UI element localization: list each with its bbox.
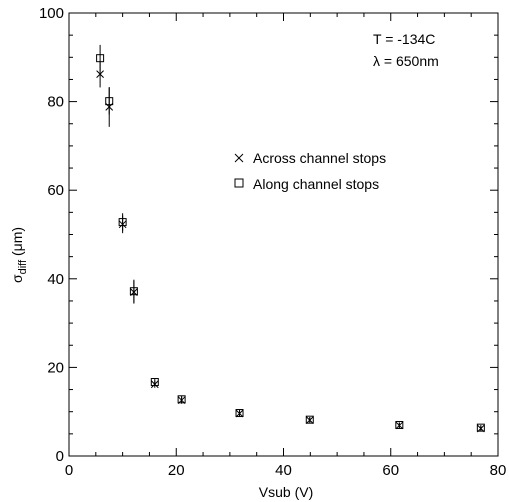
data-point-along <box>150 378 159 387</box>
tick-labels: 0 20 40 60 80 0 20 40 60 80 100 <box>39 5 506 479</box>
axis-ticks <box>68 12 499 457</box>
y-axis-title-unit: (μm) <box>9 227 25 260</box>
data-point-along <box>395 420 404 429</box>
y-axis-title-subscript: diff <box>17 259 29 274</box>
data-point-along <box>305 415 314 424</box>
y-axis-title-main: σ <box>9 274 25 283</box>
legend-marker-cross <box>234 153 244 163</box>
plot-area: 0 20 40 60 80 0 20 40 60 80 100 <box>39 5 506 479</box>
y-tick-label: 60 <box>47 182 64 199</box>
legend-marker-square <box>234 178 244 188</box>
data-marks <box>96 44 485 433</box>
legend-label-along: Along channel stops <box>253 176 379 192</box>
legend-label-across: Across channel stops <box>253 150 386 166</box>
data-point-along <box>235 409 244 418</box>
y-tick-label: 0 <box>56 448 64 465</box>
y-axis-title: σdiff (μm) <box>9 227 29 283</box>
x-tick-label: 60 <box>382 462 399 479</box>
x-tick-label: 0 <box>65 462 73 479</box>
data-point-along <box>476 423 485 432</box>
data-point-across <box>96 70 104 78</box>
legend-square-glyph <box>234 178 244 188</box>
y-tick-label: 40 <box>47 271 64 288</box>
y-tick-label: 80 <box>47 94 64 111</box>
data-point-along <box>118 218 127 227</box>
annotation-wavelength: λ = 650nm <box>373 53 439 69</box>
x-tick-label: 80 <box>490 462 507 479</box>
data-point-along <box>96 54 105 63</box>
data-point-along <box>129 287 138 296</box>
x-tick-label: 20 <box>168 462 185 479</box>
x-tick-label: 40 <box>275 462 292 479</box>
x-axis-title: Vsub (V) <box>259 484 313 500</box>
legend-cross-glyph <box>234 153 244 163</box>
y-tick-label: 100 <box>39 5 64 22</box>
y-tick-label: 20 <box>47 359 64 376</box>
data-point-along <box>177 395 186 404</box>
data-point-along <box>105 97 114 106</box>
annotation-temperature: T = -134C <box>373 31 435 47</box>
plot-frame <box>68 12 499 457</box>
legend: Across channel stops Along channel stops <box>234 150 386 192</box>
